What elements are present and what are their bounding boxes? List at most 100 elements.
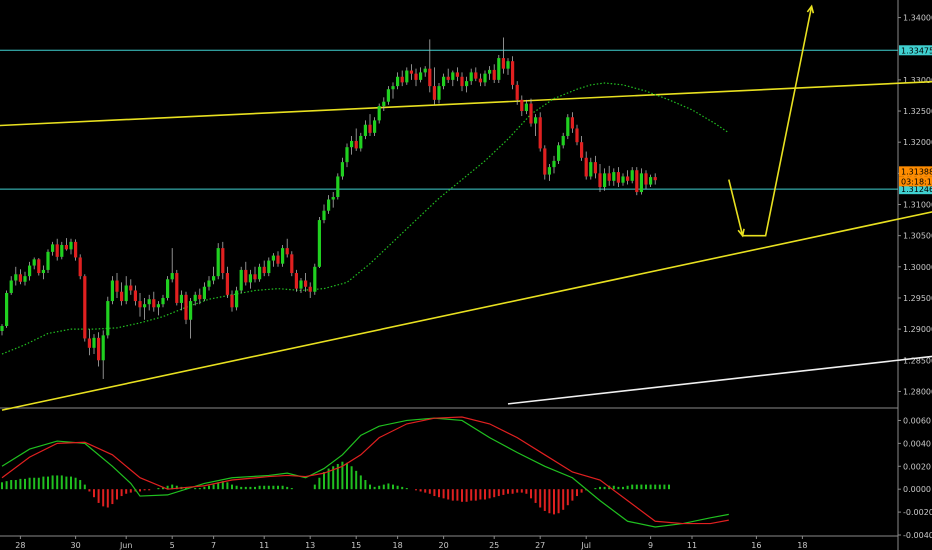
candle-body: [221, 248, 225, 274]
y-axis-tick-label: 1.30500: [903, 232, 932, 241]
candle: [262, 260, 266, 277]
candle: [557, 142, 561, 164]
y-axis-tick-label: 1.34000: [903, 14, 932, 23]
candle: [239, 266, 243, 293]
candle: [593, 155, 597, 179]
projection-arrow: [728, 6, 813, 237]
candle-body: [18, 274, 22, 282]
candle: [32, 257, 36, 270]
candle: [248, 269, 252, 289]
x-axis-tick-label: 7: [211, 541, 216, 550]
candle-body: [455, 72, 459, 77]
candle-body: [32, 259, 36, 266]
candle-body: [589, 162, 593, 177]
trendline: [0, 80, 932, 127]
x-axis-tick-label: Jul: [580, 541, 591, 550]
candle: [354, 128, 358, 151]
x-axis-tick-label: 13: [305, 541, 315, 550]
candle: [0, 324, 4, 336]
candle: [419, 67, 423, 83]
candle: [244, 261, 248, 286]
candle-body: [64, 245, 68, 250]
candle-body: [363, 124, 367, 136]
candle-body: [626, 176, 630, 181]
candle: [189, 297, 193, 339]
candle-body: [630, 170, 634, 181]
candle: [304, 273, 308, 292]
candle: [18, 269, 22, 285]
candle-body: [575, 128, 579, 143]
candle: [474, 67, 478, 82]
candle-body: [285, 248, 289, 255]
candle-body: [547, 167, 551, 175]
candle-body: [170, 273, 174, 280]
candle-body: [566, 117, 570, 136]
candle-body: [345, 147, 349, 163]
trendline: [507, 355, 932, 405]
candle: [497, 54, 501, 83]
candle-body: [570, 117, 574, 129]
candle-body: [276, 255, 280, 264]
candle: [534, 114, 538, 136]
candle: [115, 273, 119, 298]
candle-body: [110, 280, 114, 302]
candle: [488, 66, 492, 80]
macd-y-tick-label: 0.0060: [903, 416, 931, 425]
candle: [235, 286, 239, 311]
candle: [207, 276, 211, 291]
candle-body: [616, 172, 620, 183]
candle-body: [534, 117, 538, 124]
candle: [547, 164, 551, 181]
candle-body: [460, 76, 464, 87]
candle: [598, 164, 602, 193]
candle-body: [37, 259, 41, 274]
candle: [626, 170, 630, 185]
candle: [566, 114, 570, 140]
candle-body: [143, 304, 147, 308]
candle-body: [515, 84, 519, 100]
candle: [405, 67, 409, 85]
y-axis-tick-label: 1.33000: [903, 76, 932, 85]
candle-body: [423, 68, 427, 73]
candle-body: [414, 73, 418, 80]
candle: [74, 239, 78, 261]
candle-body: [281, 248, 285, 264]
candle: [51, 241, 55, 256]
candle: [377, 103, 381, 124]
candle: [331, 192, 335, 208]
candle: [299, 278, 303, 293]
candle-body: [14, 274, 18, 281]
candle-body: [147, 299, 151, 305]
candle-body: [253, 274, 257, 280]
candle-body: [189, 301, 193, 320]
candle: [359, 132, 363, 152]
y-axis-tick-label: 1.32000: [903, 138, 932, 147]
x-axis-tick-label: 25: [489, 541, 499, 550]
macd-y-tick-label: -0.0040: [903, 531, 932, 540]
candle: [87, 329, 91, 356]
candle: [290, 251, 294, 277]
macd-y-tick-label: -0.0020: [903, 508, 932, 517]
candle: [446, 68, 450, 83]
candle-body: [373, 120, 377, 133]
candle-body: [396, 76, 400, 87]
candle-body: [327, 199, 331, 211]
x-axis-tick-label: 28: [15, 541, 25, 550]
candle-body: [331, 197, 335, 200]
candle: [437, 83, 441, 104]
candle: [400, 70, 404, 87]
candle: [221, 241, 225, 280]
candle: [106, 296, 110, 339]
candle-body: [235, 290, 239, 308]
candle-body: [92, 337, 96, 348]
candle: [340, 157, 344, 180]
candle-body: [639, 173, 643, 193]
candle-body: [483, 73, 487, 83]
x-axis-tick-label: 30: [71, 541, 81, 550]
candle-body: [78, 257, 82, 277]
candle: [603, 168, 607, 191]
candle: [616, 167, 620, 188]
